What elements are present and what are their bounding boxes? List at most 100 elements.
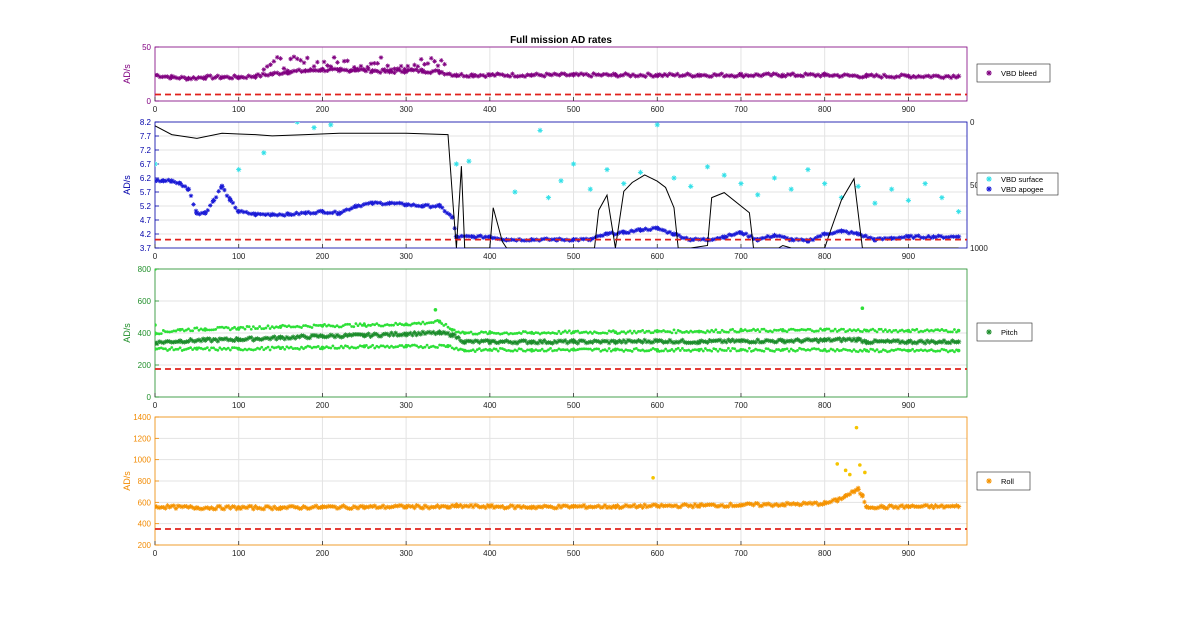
data-point	[953, 328, 956, 331]
data-point	[381, 324, 385, 328]
data-point	[301, 504, 306, 509]
data-point	[674, 347, 678, 351]
data-point	[433, 331, 438, 337]
data-point	[655, 225, 660, 230]
data-point	[657, 329, 661, 333]
data-point	[621, 181, 627, 187]
data-point	[601, 71, 606, 77]
data-point	[441, 329, 447, 335]
data-point	[941, 235, 946, 240]
data-point	[869, 72, 874, 78]
data-point	[438, 58, 444, 63]
data-point	[953, 75, 959, 80]
data-point	[590, 348, 594, 352]
data-point	[801, 338, 807, 343]
data-point	[698, 338, 704, 343]
data-point	[505, 331, 508, 335]
data-point	[713, 338, 719, 344]
data-point	[495, 340, 501, 346]
data-point	[609, 349, 613, 353]
data-point	[531, 504, 537, 510]
data-point	[805, 167, 811, 173]
data-point	[390, 323, 393, 327]
data-point	[218, 185, 224, 191]
y-axis-label: AD/s	[122, 175, 132, 195]
data-point	[256, 327, 259, 330]
data-point	[734, 73, 740, 79]
data-point	[359, 332, 365, 337]
data-point	[634, 505, 639, 510]
data-point	[194, 505, 200, 510]
data-point	[592, 338, 597, 343]
legend-box	[976, 172, 1059, 196]
data-point	[440, 343, 444, 347]
data-point	[356, 345, 360, 349]
data-point	[380, 503, 386, 508]
data-point	[743, 72, 749, 78]
data-point	[301, 60, 307, 66]
data-point	[486, 348, 490, 352]
data-point	[576, 329, 580, 333]
data-point	[692, 73, 698, 79]
data-point	[544, 236, 549, 241]
legend-box	[976, 322, 1033, 342]
data-point	[814, 329, 818, 333]
data-point	[291, 68, 297, 74]
data-point	[163, 339, 168, 345]
data-point	[731, 327, 735, 331]
data-point	[155, 177, 160, 183]
data-point	[839, 496, 844, 502]
data-point	[650, 225, 656, 231]
data-point	[605, 331, 609, 335]
data-point	[277, 212, 282, 217]
data-point	[233, 205, 238, 210]
data-point	[615, 74, 621, 79]
data-point	[382, 505, 388, 511]
data-point	[809, 501, 815, 507]
data-point	[635, 73, 641, 79]
data-point	[164, 330, 167, 334]
data-point	[569, 504, 574, 509]
data-point	[660, 330, 663, 333]
data-point	[668, 349, 672, 353]
data-point	[860, 330, 864, 334]
data-point	[516, 339, 522, 344]
data-point	[773, 349, 776, 353]
data-point	[387, 200, 392, 206]
data-point	[548, 340, 553, 346]
data-point	[843, 337, 848, 343]
data-point	[785, 330, 789, 334]
data-point	[748, 73, 754, 78]
data-point	[657, 72, 663, 77]
data-point	[628, 329, 632, 333]
data-point	[631, 229, 637, 234]
data-point	[316, 345, 320, 348]
data-point	[785, 72, 791, 77]
data-point	[539, 237, 544, 242]
data-point	[938, 75, 944, 80]
data-point	[552, 71, 557, 77]
data-point	[852, 73, 858, 78]
data-point	[831, 329, 835, 333]
data-point	[454, 234, 459, 239]
data-point	[320, 209, 325, 214]
data-point	[948, 330, 952, 334]
data-point	[253, 75, 258, 80]
data-point	[754, 347, 758, 351]
data-point	[429, 321, 433, 324]
data-point	[730, 337, 735, 343]
data-point	[867, 350, 871, 353]
data-point	[517, 347, 521, 351]
data-point	[431, 344, 435, 348]
y-tick-label: 1000	[133, 456, 151, 465]
data-point	[673, 503, 679, 508]
data-point	[247, 325, 251, 329]
data-point	[456, 335, 461, 340]
data-point	[311, 504, 317, 510]
data-point	[200, 336, 206, 342]
y-tick-label: 0	[147, 97, 152, 106]
y-axis-label: AD/s	[122, 64, 132, 84]
data-point	[827, 73, 833, 79]
data-point	[451, 503, 457, 509]
data-point	[946, 73, 951, 79]
